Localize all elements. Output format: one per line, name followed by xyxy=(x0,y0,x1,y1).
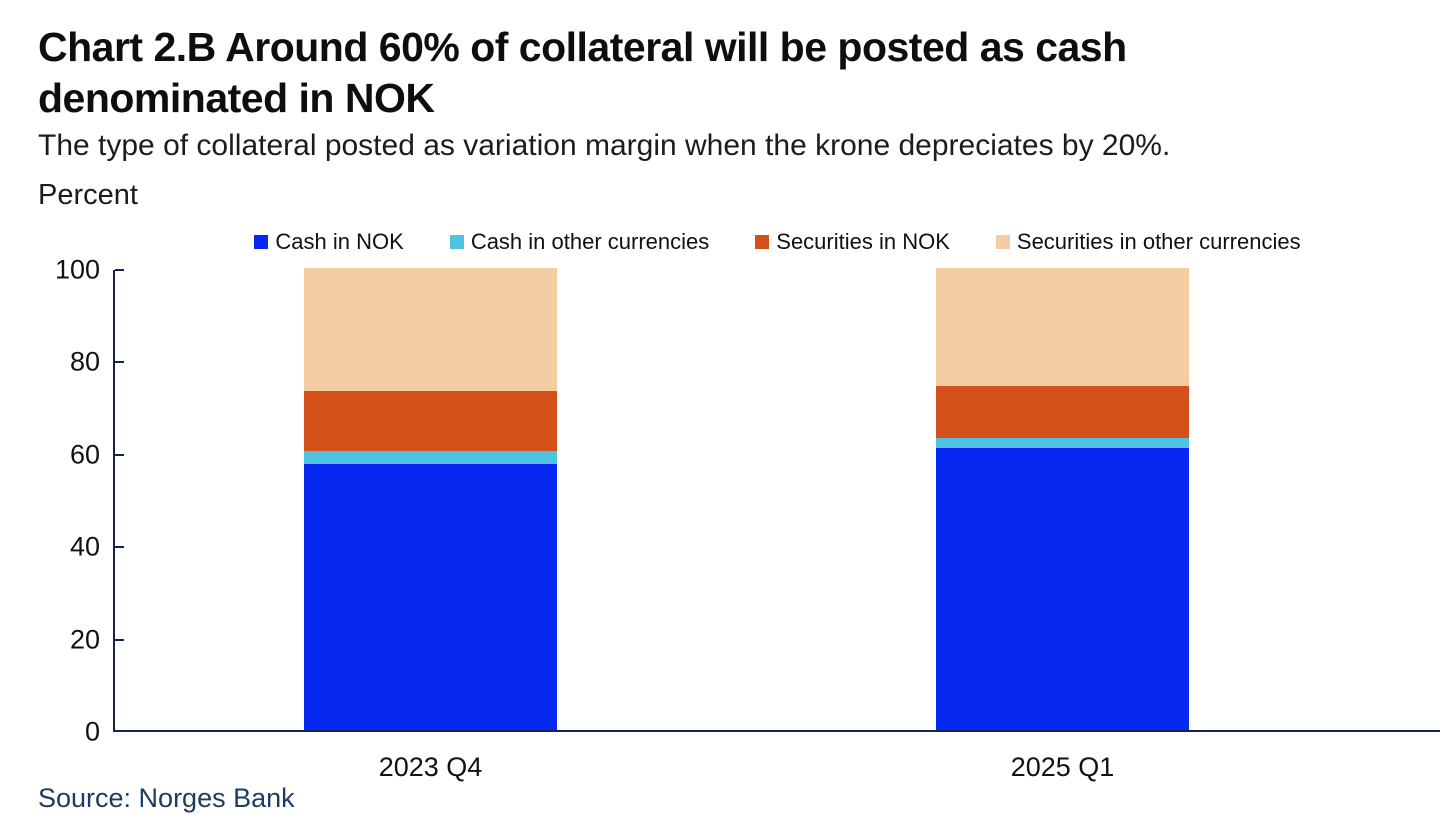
y-tick-label: 100 xyxy=(54,254,100,285)
legend-label: Cash in NOK xyxy=(275,229,404,254)
chart-title: Chart 2.B Around 60% of collateral will … xyxy=(38,22,1298,124)
y-tick-mark xyxy=(115,546,124,549)
y-tick-label: 80 xyxy=(69,346,100,377)
source-note: Source: Norges Bank xyxy=(38,783,295,813)
bar-segment-securities-in-other-currencies xyxy=(304,268,557,391)
bar-segment-securities-in-other-currencies xyxy=(936,268,1189,386)
legend-swatch-icon xyxy=(755,235,770,249)
chart-title-line1: Chart 2.B Around 60% of collateral will … xyxy=(38,24,1127,70)
y-tick-label: 20 xyxy=(69,624,100,655)
legend-swatch-icon xyxy=(254,235,269,249)
bar-segment-cash-in-other-currencies xyxy=(304,451,557,465)
y-axis-unit-label: Percent xyxy=(38,179,138,211)
y-tick-mark xyxy=(115,638,124,641)
legend-item-cash-in-other-currencies: Cash in other currencies xyxy=(449,229,710,255)
plot-area: 2023 Q4 2025 Q1 xyxy=(113,268,1440,782)
y-tick-mark xyxy=(115,361,124,364)
bar-segment-cash-in-nok xyxy=(936,448,1189,730)
x-axis-label: 2023 Q4 xyxy=(378,752,483,782)
chart-area: 0 20 40 60 80 100 2023 Q4 2025 Q1 xyxy=(0,255,1445,790)
stacked-bar-2025-q1 xyxy=(936,268,1189,730)
legend-item-securities-in-nok: Securities in NOK xyxy=(755,229,950,255)
y-tick-label: 40 xyxy=(69,531,100,562)
legend-item-cash-in-nok: Cash in NOK xyxy=(254,229,404,255)
y-tick-label: 0 xyxy=(84,716,100,747)
legend-label: Securities in other currencies xyxy=(1016,229,1301,254)
y-tick-label: 60 xyxy=(69,439,100,470)
legend-label: Securities in NOK xyxy=(776,229,950,254)
y-tick-mark xyxy=(115,453,124,456)
legend-item-securities-in-other-currencies: Securities in other currencies xyxy=(995,229,1301,255)
chart-title-line2: denominated in NOK xyxy=(38,75,435,121)
legend-label: Cash in other currencies xyxy=(470,229,710,254)
bar-segment-cash-in-nok xyxy=(304,464,557,730)
bar-segment-securities-in-nok xyxy=(936,385,1189,438)
bar-segment-securities-in-nok xyxy=(304,390,557,452)
legend: Cash in NOK Cash in other currencies Secur… xyxy=(115,229,1440,255)
stacked-bar-2023-q4 xyxy=(304,268,557,730)
chart-subtitle: The type of collateral posted as variati… xyxy=(38,129,1171,162)
bar-segment-cash-in-other-currencies xyxy=(936,438,1189,449)
x-axis-label: 2025 Q1 xyxy=(1010,752,1115,782)
y-axis-labels: 0 20 40 60 80 100 xyxy=(0,255,100,747)
y-tick-mark xyxy=(115,269,124,271)
legend-swatch-icon xyxy=(449,235,464,249)
legend-swatch-icon xyxy=(995,235,1010,249)
